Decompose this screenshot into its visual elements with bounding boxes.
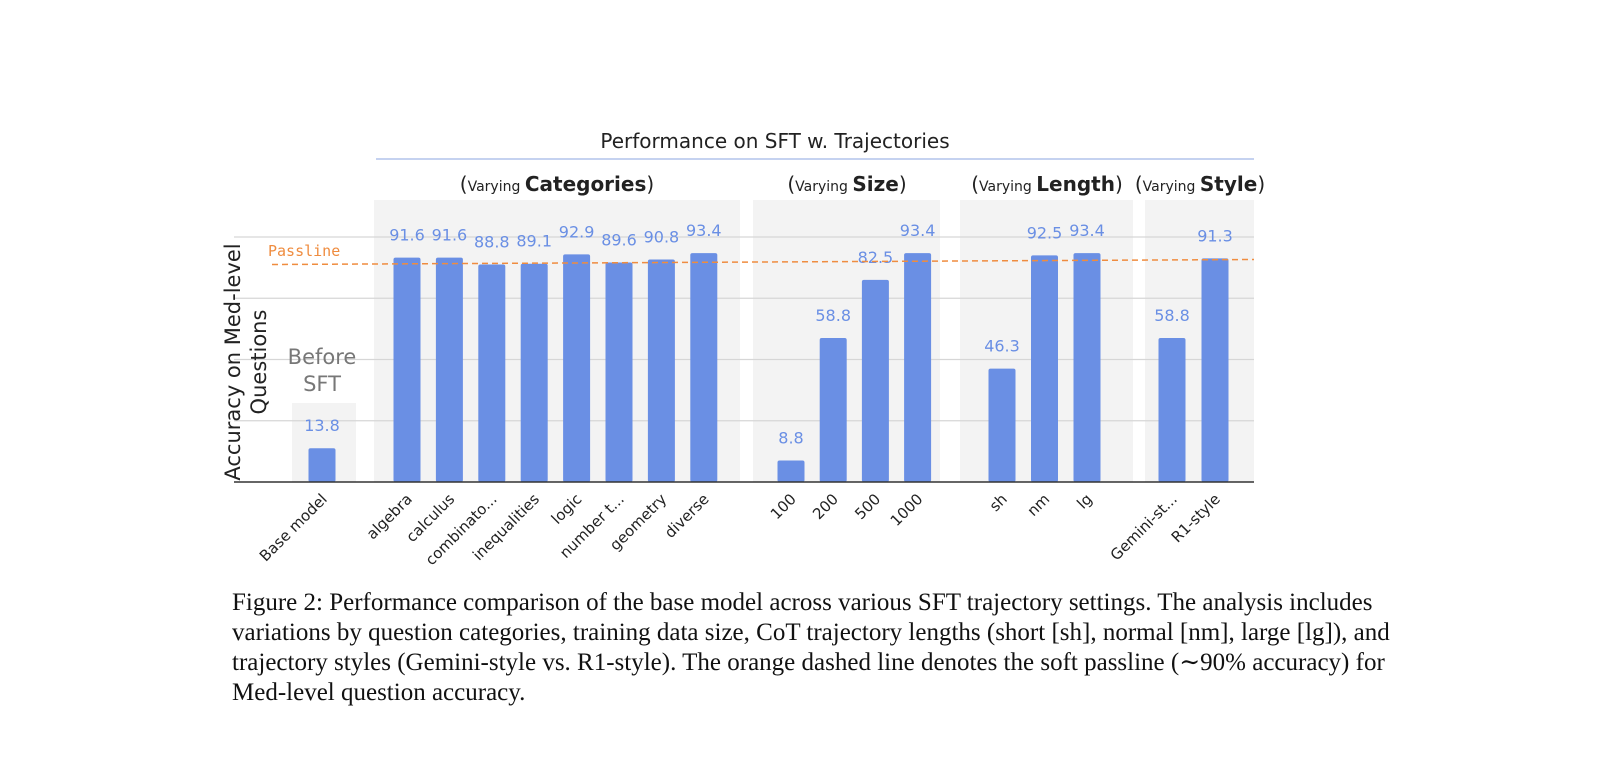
x-tick-label: 100 — [767, 490, 800, 523]
x-tick-label: lg — [1073, 490, 1095, 512]
value-label: 89.6 — [601, 230, 637, 249]
value-label: 93.4 — [900, 221, 936, 240]
value-label: 82.5 — [858, 248, 894, 267]
value-label: 58.8 — [1154, 306, 1190, 325]
x-tick-label: sh — [986, 490, 1011, 515]
x-tick-label: 500 — [851, 490, 884, 523]
passline — [271, 258, 1255, 266]
x-tick-label: nm — [1024, 490, 1054, 520]
y-axis-label: Questions — [247, 310, 271, 415]
bar-categories — [647, 259, 675, 482]
bar-base — [308, 448, 336, 482]
x-tick-label: diverse — [661, 490, 713, 542]
value-label: 93.4 — [1069, 221, 1105, 240]
x-tick-label: Base model — [256, 490, 331, 565]
value-label: 90.8 — [644, 228, 680, 247]
group-header-style: (Varying Style) — [1135, 172, 1265, 196]
before-sft-label: Before — [288, 345, 357, 369]
value-label: 88.8 — [474, 232, 510, 251]
x-tick-label: Gemini-st... — [1107, 490, 1181, 564]
bar-style — [1201, 258, 1229, 482]
bar-length — [1073, 253, 1101, 482]
value-label: 58.8 — [815, 306, 851, 325]
bar-categories — [478, 264, 506, 482]
before-sft-label: SFT — [303, 372, 341, 396]
bar-categories — [690, 253, 718, 482]
figure-caption: Figure 2: Performance comparison of the … — [232, 588, 1432, 708]
bar-categories — [605, 262, 633, 482]
bar-categories — [435, 257, 463, 482]
x-tick-label: 1000 — [887, 490, 927, 530]
value-label: 89.1 — [516, 232, 552, 251]
caption-text: Performance comparison of the base model… — [232, 589, 1390, 706]
bar-categories — [563, 254, 591, 482]
value-label: 46.3 — [984, 337, 1020, 356]
value-label: 91.6 — [432, 226, 468, 245]
value-label: 92.5 — [1027, 223, 1063, 242]
bar-chart: Performance on SFT w. Trajectories (Varyi… — [221, 129, 1265, 569]
bar-size — [904, 253, 932, 482]
caption-label: Figure 2: — [232, 589, 323, 616]
passline-label: Passline — [268, 242, 340, 260]
bar-size — [819, 337, 847, 482]
group-panel-categories — [374, 200, 740, 482]
bar-categories — [393, 257, 421, 482]
value-label: 13.8 — [304, 416, 340, 435]
group-header-categories: (Varying Categories) — [460, 172, 654, 196]
value-label: 91.3 — [1197, 226, 1233, 245]
group-header-size: (Varying Size) — [787, 172, 906, 196]
y-axis-label: Accuracy on Med-level — [221, 243, 245, 480]
x-tick-label: logic — [548, 490, 586, 528]
bar-size — [777, 460, 805, 482]
group-header-length: (Varying Length) — [971, 172, 1123, 196]
x-tick-label: 200 — [809, 490, 842, 523]
value-label: 91.6 — [389, 226, 425, 245]
bar-categories — [520, 263, 548, 482]
value-label: 92.9 — [559, 222, 595, 241]
value-label: 8.8 — [778, 428, 803, 447]
bar-style — [1158, 337, 1186, 482]
bar-size — [861, 279, 889, 482]
bar-length — [988, 368, 1016, 482]
bar-length — [1031, 255, 1058, 482]
chart-title: Performance on SFT w. Trajectories — [600, 129, 949, 153]
value-label: 93.4 — [686, 221, 722, 240]
